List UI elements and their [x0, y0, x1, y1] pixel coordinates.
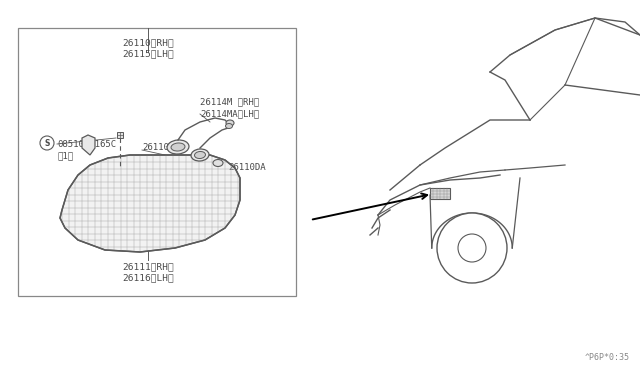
Polygon shape — [82, 135, 95, 155]
Bar — [18, 28, 296, 296]
Text: 26110DA: 26110DA — [228, 163, 266, 171]
Text: 08510-4165C
（1）: 08510-4165C （1） — [57, 140, 116, 161]
Circle shape — [458, 234, 486, 262]
Ellipse shape — [191, 149, 209, 161]
Text: ^P6P*0:35: ^P6P*0:35 — [585, 353, 630, 362]
Text: 26111〈RH〉
26116〈LH〉: 26111〈RH〉 26116〈LH〉 — [122, 262, 174, 283]
Bar — [117, 132, 123, 138]
Ellipse shape — [195, 151, 205, 158]
Ellipse shape — [167, 140, 189, 154]
Circle shape — [437, 213, 507, 283]
Ellipse shape — [226, 120, 234, 126]
Text: 26114M 〈RH〉
26114MA〈LH〉: 26114M 〈RH〉 26114MA〈LH〉 — [200, 97, 259, 118]
Text: S: S — [44, 138, 50, 148]
Ellipse shape — [171, 143, 185, 151]
Polygon shape — [60, 155, 240, 252]
Text: 26110D: 26110D — [142, 144, 174, 153]
Bar — [430, 188, 450, 199]
Circle shape — [40, 136, 54, 150]
Ellipse shape — [213, 160, 223, 167]
Ellipse shape — [225, 124, 232, 128]
Text: 26110〈RH〉
26115〈LH〉: 26110〈RH〉 26115〈LH〉 — [122, 38, 174, 59]
